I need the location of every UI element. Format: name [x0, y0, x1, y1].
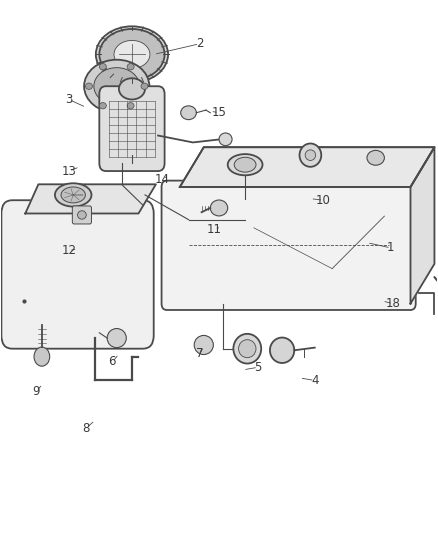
- Text: 7: 7: [196, 348, 203, 360]
- Ellipse shape: [300, 143, 321, 167]
- Text: 15: 15: [212, 106, 226, 119]
- Ellipse shape: [210, 200, 228, 216]
- Ellipse shape: [127, 102, 134, 109]
- Ellipse shape: [270, 337, 294, 363]
- Ellipse shape: [234, 157, 256, 172]
- Ellipse shape: [119, 78, 145, 100]
- Ellipse shape: [85, 83, 92, 90]
- Ellipse shape: [233, 334, 261, 364]
- Text: 8: 8: [83, 422, 90, 435]
- FancyBboxPatch shape: [72, 206, 92, 224]
- Text: 18: 18: [385, 297, 400, 310]
- Ellipse shape: [61, 187, 85, 203]
- Ellipse shape: [107, 328, 126, 348]
- Ellipse shape: [99, 29, 165, 80]
- Ellipse shape: [78, 211, 86, 219]
- Ellipse shape: [181, 106, 196, 119]
- Ellipse shape: [55, 183, 92, 207]
- FancyBboxPatch shape: [99, 86, 165, 171]
- Ellipse shape: [367, 150, 385, 165]
- Ellipse shape: [127, 63, 134, 70]
- Text: 10: 10: [316, 193, 331, 207]
- Text: 12: 12: [61, 244, 76, 257]
- Ellipse shape: [34, 347, 49, 366]
- Text: 4: 4: [311, 374, 318, 387]
- Text: 1: 1: [387, 241, 395, 254]
- Text: 11: 11: [207, 223, 222, 236]
- Ellipse shape: [99, 63, 106, 70]
- Polygon shape: [180, 147, 434, 187]
- FancyBboxPatch shape: [1, 200, 154, 349]
- Ellipse shape: [96, 26, 168, 83]
- Ellipse shape: [239, 340, 256, 358]
- Ellipse shape: [141, 83, 148, 90]
- Text: 6: 6: [109, 356, 116, 368]
- Text: 9: 9: [32, 385, 40, 398]
- Ellipse shape: [99, 102, 106, 109]
- Ellipse shape: [305, 150, 316, 160]
- Ellipse shape: [114, 41, 150, 68]
- Text: 14: 14: [155, 173, 170, 185]
- Polygon shape: [410, 147, 434, 304]
- Text: 5: 5: [254, 361, 262, 374]
- Ellipse shape: [228, 154, 262, 175]
- Ellipse shape: [84, 60, 149, 113]
- Text: 3: 3: [65, 93, 73, 106]
- FancyBboxPatch shape: [162, 181, 416, 310]
- Text: 13: 13: [61, 165, 76, 177]
- Ellipse shape: [194, 335, 213, 354]
- Polygon shape: [25, 184, 156, 214]
- Text: 2: 2: [196, 37, 203, 50]
- Ellipse shape: [219, 133, 232, 146]
- Ellipse shape: [94, 68, 140, 105]
